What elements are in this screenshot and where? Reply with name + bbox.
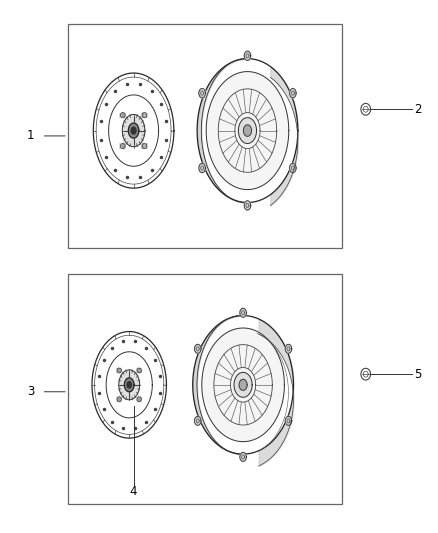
Text: 2: 2	[414, 103, 422, 116]
Polygon shape	[194, 416, 201, 425]
Polygon shape	[244, 125, 251, 136]
Polygon shape	[199, 163, 205, 173]
Polygon shape	[285, 344, 292, 353]
Polygon shape	[122, 115, 145, 147]
Polygon shape	[290, 88, 296, 98]
Polygon shape	[199, 88, 205, 98]
Ellipse shape	[142, 143, 147, 149]
Text: 1: 1	[27, 130, 35, 142]
Ellipse shape	[120, 112, 125, 118]
Polygon shape	[128, 123, 139, 138]
Text: 4: 4	[130, 486, 138, 498]
Ellipse shape	[137, 397, 141, 401]
Ellipse shape	[120, 143, 125, 149]
Polygon shape	[240, 308, 246, 317]
Polygon shape	[206, 71, 289, 190]
Polygon shape	[119, 370, 140, 400]
Polygon shape	[240, 453, 246, 462]
Ellipse shape	[142, 112, 147, 118]
Polygon shape	[202, 328, 284, 442]
Ellipse shape	[117, 368, 121, 373]
Bar	[68, 24, 342, 248]
Polygon shape	[194, 344, 201, 353]
Polygon shape	[131, 127, 136, 134]
Ellipse shape	[137, 368, 141, 373]
Ellipse shape	[117, 397, 121, 401]
Polygon shape	[238, 118, 257, 143]
Polygon shape	[244, 201, 251, 210]
Polygon shape	[234, 373, 252, 397]
Polygon shape	[290, 163, 296, 173]
Text: 3: 3	[27, 385, 34, 398]
Polygon shape	[127, 382, 131, 388]
Text: 5: 5	[415, 368, 422, 381]
Polygon shape	[239, 379, 247, 390]
Polygon shape	[244, 51, 251, 60]
Bar	[68, 274, 342, 504]
Polygon shape	[124, 378, 134, 392]
Polygon shape	[285, 416, 292, 425]
